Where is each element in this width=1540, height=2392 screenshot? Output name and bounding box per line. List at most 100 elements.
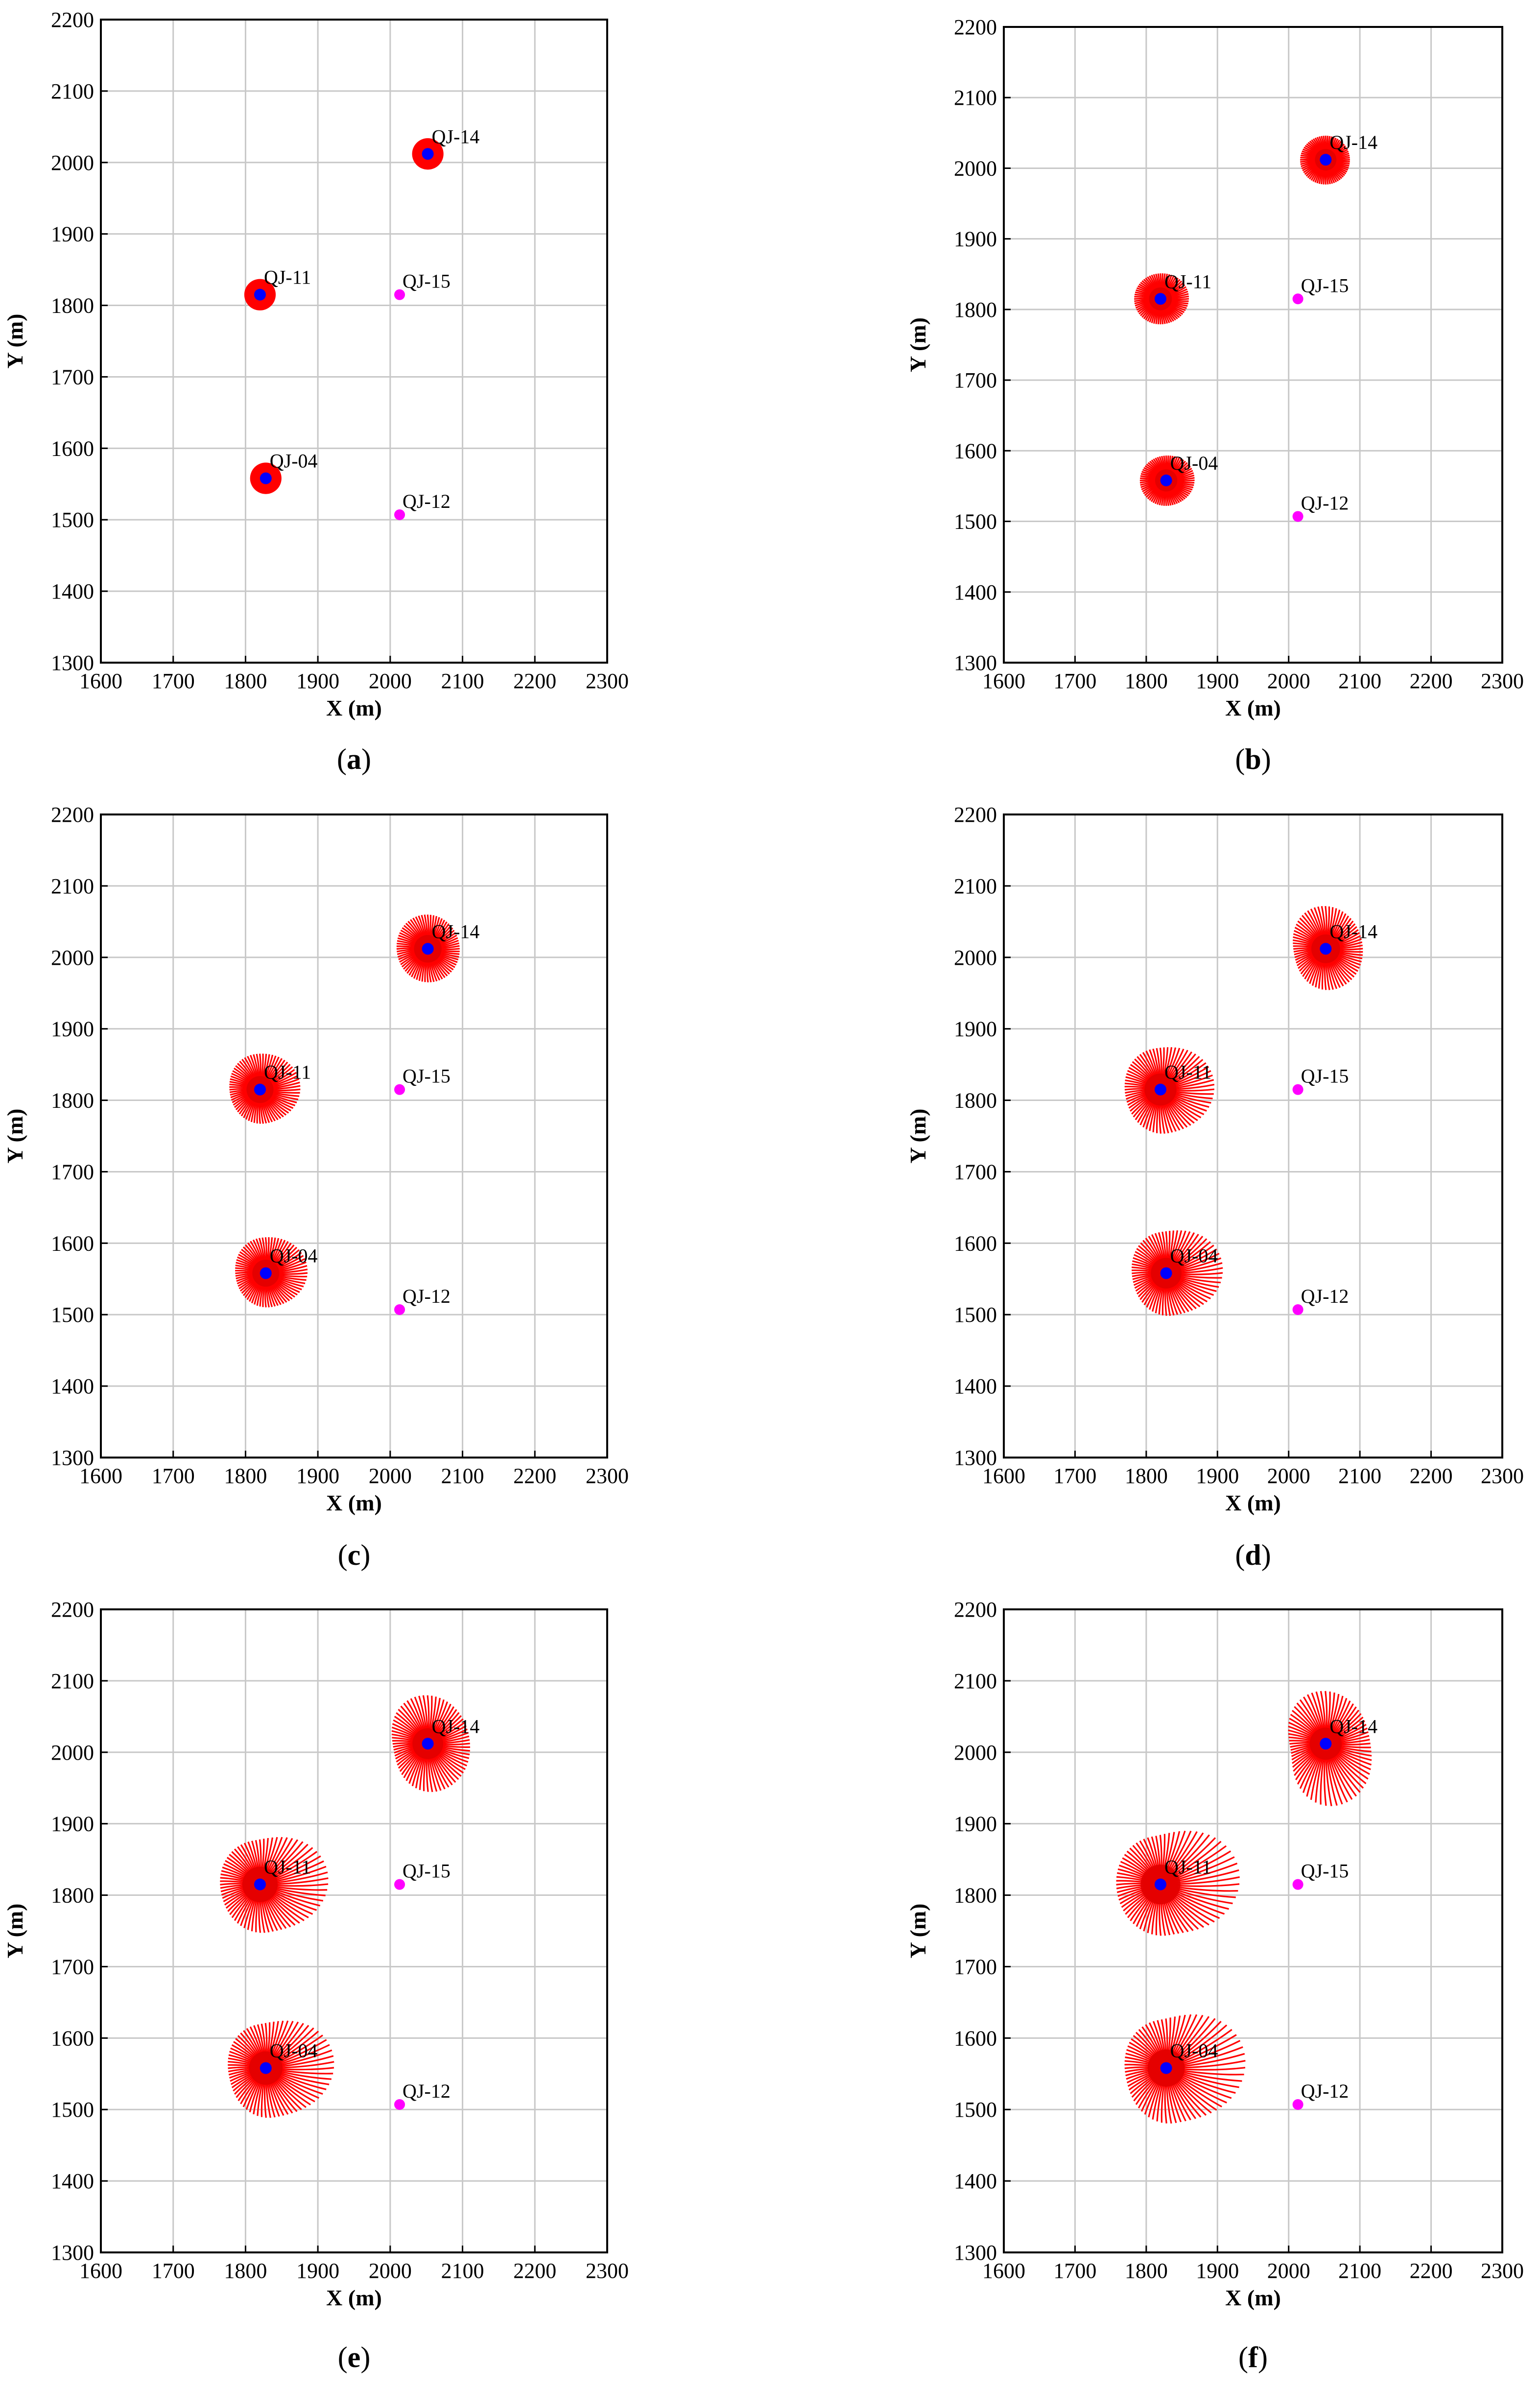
injection-well-marker bbox=[1154, 293, 1166, 305]
y-tick-label: 2200 bbox=[954, 15, 997, 39]
y-tick-label: 2100 bbox=[954, 874, 997, 898]
x-axis-label: X (m) bbox=[1225, 695, 1281, 720]
y-axis-label: Y (m) bbox=[905, 1904, 930, 1959]
y-tick-label: 1900 bbox=[51, 1812, 94, 1836]
well-label: QJ-15 bbox=[1301, 1860, 1349, 1882]
x-tick-label: 1600 bbox=[982, 2259, 1025, 2283]
x-tick-label: 2200 bbox=[1410, 669, 1453, 693]
well-label: QJ-14 bbox=[432, 125, 480, 147]
x-tick-label: 1800 bbox=[224, 1464, 267, 1488]
well-label: QJ-11 bbox=[264, 1856, 311, 1878]
y-tick-label: 1300 bbox=[51, 2241, 94, 2265]
well-label: QJ-15 bbox=[403, 1065, 450, 1087]
y-tick-label: 2000 bbox=[51, 946, 94, 970]
y-tick-label: 1500 bbox=[51, 1303, 94, 1327]
x-tick-label: 1700 bbox=[1053, 2259, 1096, 2283]
well-label: QJ-04 bbox=[1170, 1245, 1218, 1267]
production-well-marker bbox=[394, 509, 405, 521]
x-tick-label: 1900 bbox=[1196, 1464, 1239, 1488]
y-tick-label: 1600 bbox=[51, 436, 94, 460]
well-label: QJ-04 bbox=[270, 1245, 318, 1267]
y-tick-label: 1400 bbox=[954, 2169, 997, 2193]
x-tick-label: 2200 bbox=[513, 1464, 556, 1488]
y-tick-label: 2200 bbox=[51, 8, 94, 32]
x-axis-label: X (m) bbox=[1225, 1490, 1281, 1515]
y-tick-label: 2000 bbox=[954, 156, 997, 180]
x-tick-label: 1600 bbox=[982, 1464, 1025, 1488]
x-tick-label: 1900 bbox=[296, 2259, 339, 2283]
y-tick-label: 1800 bbox=[954, 1089, 997, 1113]
x-tick-label: 2100 bbox=[1338, 2259, 1381, 2283]
y-tick-label: 2000 bbox=[954, 1741, 997, 1765]
x-axis-label: X (m) bbox=[326, 2285, 382, 2310]
production-well-marker bbox=[1292, 1084, 1303, 1095]
y-tick-label: 1600 bbox=[954, 439, 997, 463]
x-tick-label: 1600 bbox=[79, 2259, 122, 2283]
well-label: QJ-11 bbox=[264, 1061, 311, 1083]
panel-caption: (d) bbox=[1235, 1539, 1271, 1571]
y-tick-label: 1900 bbox=[954, 1017, 997, 1041]
x-tick-label: 2000 bbox=[369, 2259, 412, 2283]
injection-well-marker bbox=[1320, 1738, 1332, 1750]
flood-front-qj-04 bbox=[228, 2020, 334, 2118]
well-label: QJ-04 bbox=[270, 2040, 318, 2062]
x-tick-label: 1800 bbox=[224, 669, 267, 693]
x-tick-label: 1700 bbox=[1053, 669, 1096, 693]
well-label: QJ-04 bbox=[1170, 2040, 1218, 2062]
x-tick-label: 1900 bbox=[1196, 669, 1239, 693]
axes-frame bbox=[1003, 813, 1503, 1459]
x-tick-label: 1800 bbox=[224, 2259, 267, 2283]
x-tick-label: 2200 bbox=[513, 669, 556, 693]
y-tick-label: 2200 bbox=[954, 1598, 997, 1622]
y-tick-label: 1400 bbox=[954, 580, 997, 604]
y-axis-label: Y (m) bbox=[2, 1109, 27, 1164]
well-label: QJ-15 bbox=[1301, 274, 1349, 296]
x-tick-label: 2300 bbox=[1481, 1464, 1524, 1488]
production-well-marker bbox=[394, 1304, 405, 1316]
well-label: QJ-14 bbox=[1329, 920, 1377, 942]
x-tick-label: 2300 bbox=[1481, 669, 1524, 693]
y-tick-label: 1700 bbox=[954, 1955, 997, 1979]
axes-frame bbox=[1003, 1608, 1503, 2253]
y-tick-label: 1500 bbox=[954, 1303, 997, 1327]
production-well-marker bbox=[394, 1084, 405, 1095]
well-label: QJ-04 bbox=[270, 450, 318, 472]
x-tick-label: 2100 bbox=[441, 1464, 484, 1488]
y-tick-label: 2200 bbox=[51, 1598, 94, 1622]
x-tick-label: 2000 bbox=[369, 669, 412, 693]
y-tick-label: 1600 bbox=[954, 2026, 997, 2050]
injection-well-marker bbox=[422, 1738, 434, 1750]
x-tick-label: 2200 bbox=[1410, 1464, 1453, 1488]
y-tick-label: 1600 bbox=[51, 1231, 94, 1255]
x-axis-label: X (m) bbox=[1225, 2285, 1281, 2310]
y-tick-label: 1400 bbox=[51, 579, 94, 603]
panel-caption: (f) bbox=[1238, 2341, 1268, 2373]
x-tick-label: 2200 bbox=[513, 2259, 556, 2283]
x-tick-label: 2100 bbox=[441, 669, 484, 693]
y-tick-label: 1500 bbox=[51, 508, 94, 532]
y-tick-label: 1300 bbox=[51, 1446, 94, 1470]
injection-well-marker bbox=[422, 943, 434, 955]
x-tick-label: 2300 bbox=[586, 1464, 629, 1488]
plot-area bbox=[101, 814, 607, 1458]
panel-caption: (e) bbox=[338, 2341, 371, 2373]
y-tick-label: 1900 bbox=[954, 227, 997, 251]
chart-panel-e: QJ-14 QJ-11 QJ-04 QJ-15 QJ-12 1600 1700 1800 190… bbox=[2, 1598, 629, 2373]
well-label: QJ-12 bbox=[1301, 492, 1349, 514]
well-label: QJ-04 bbox=[1170, 452, 1218, 474]
y-tick-label: 1400 bbox=[51, 2169, 94, 2193]
y-tick-label: 1500 bbox=[954, 2098, 997, 2122]
production-well-marker bbox=[1292, 1879, 1303, 1890]
injection-well-marker bbox=[254, 1083, 266, 1096]
y-tick-label: 1900 bbox=[954, 1812, 997, 1836]
y-axis-label: Y (m) bbox=[2, 1904, 27, 1959]
injection-well-marker bbox=[1154, 1878, 1166, 1890]
x-tick-label: 1600 bbox=[79, 1464, 122, 1488]
production-well-marker bbox=[1292, 1304, 1303, 1316]
injection-well-marker bbox=[260, 472, 272, 484]
y-tick-label: 2200 bbox=[954, 803, 997, 827]
y-tick-label: 1800 bbox=[954, 1884, 997, 1908]
y-axis-label: Y (m) bbox=[905, 317, 930, 372]
x-tick-label: 2300 bbox=[586, 669, 629, 693]
